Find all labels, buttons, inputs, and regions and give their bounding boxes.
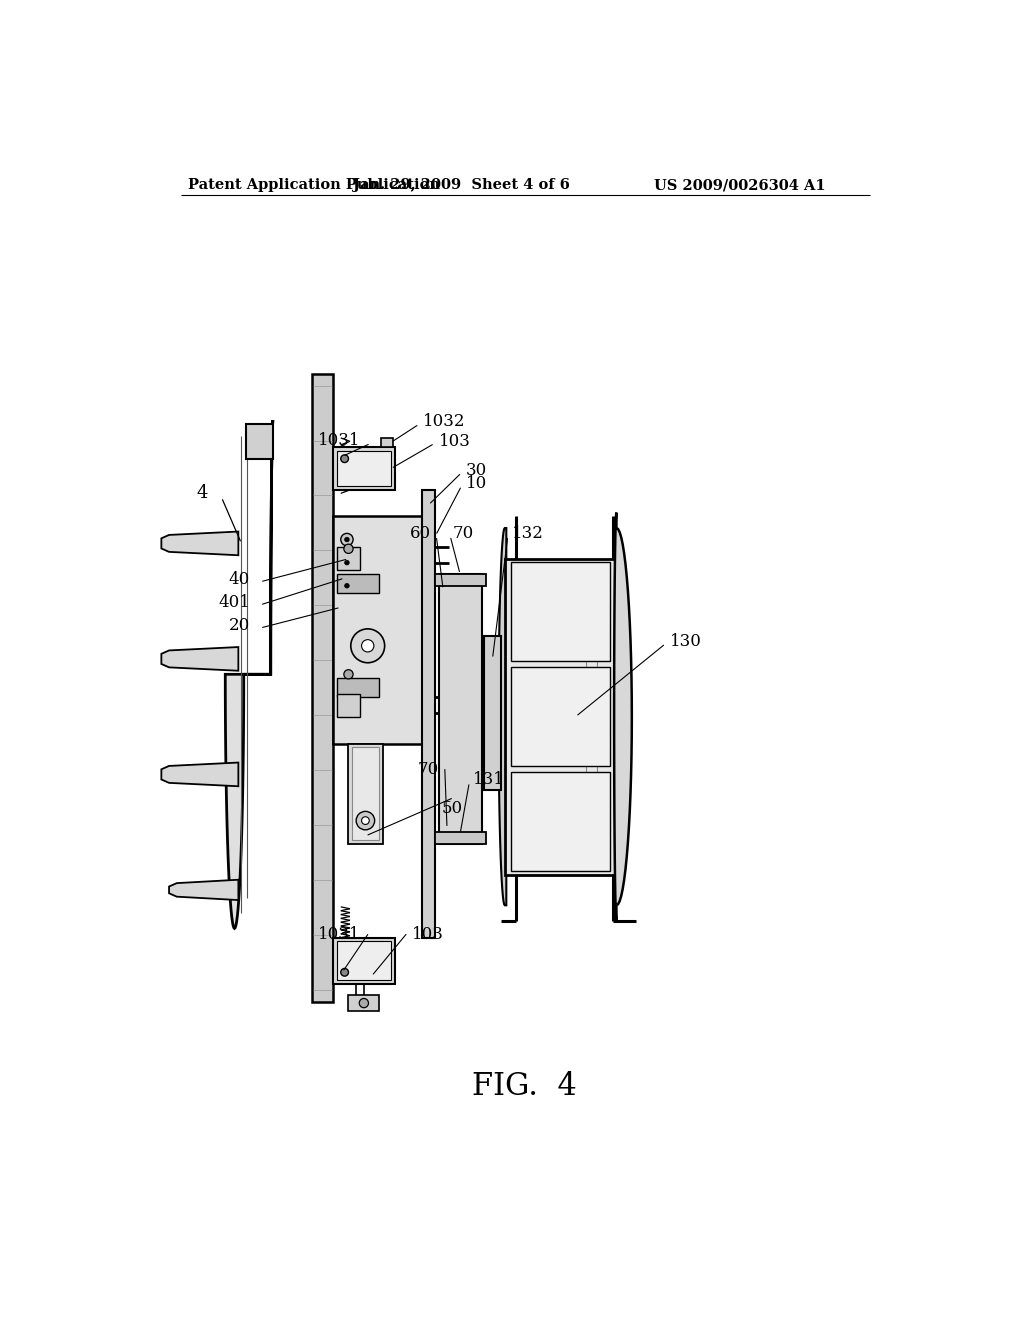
Bar xyxy=(348,995,379,1011)
Bar xyxy=(381,438,393,447)
Text: 40: 40 xyxy=(228,572,250,589)
Circle shape xyxy=(344,669,353,678)
Bar xyxy=(435,574,485,586)
Bar xyxy=(333,447,394,490)
Circle shape xyxy=(344,544,353,553)
Text: 103: 103 xyxy=(412,927,443,942)
Polygon shape xyxy=(225,420,273,928)
Circle shape xyxy=(341,557,353,569)
Bar xyxy=(337,548,360,570)
Text: 60: 60 xyxy=(410,525,431,543)
Circle shape xyxy=(361,817,370,825)
Circle shape xyxy=(341,533,353,545)
Circle shape xyxy=(361,640,374,652)
Bar xyxy=(422,490,435,937)
Bar xyxy=(511,562,610,661)
Bar xyxy=(511,667,610,766)
Text: 401: 401 xyxy=(218,594,250,611)
Circle shape xyxy=(341,579,353,591)
Polygon shape xyxy=(162,647,239,671)
Bar xyxy=(337,678,379,697)
Text: 70: 70 xyxy=(453,525,474,543)
Bar xyxy=(337,941,391,979)
Circle shape xyxy=(356,812,375,830)
Circle shape xyxy=(351,628,385,663)
Text: 1031: 1031 xyxy=(317,433,360,450)
Text: Patent Application Publication: Patent Application Publication xyxy=(188,178,440,193)
Bar xyxy=(435,832,485,843)
Bar xyxy=(511,772,610,871)
Circle shape xyxy=(345,537,349,543)
Text: 103: 103 xyxy=(438,433,470,450)
Text: 130: 130 xyxy=(670,632,701,649)
Text: 50: 50 xyxy=(442,800,463,817)
Bar xyxy=(352,747,379,840)
Text: 1032: 1032 xyxy=(423,413,466,430)
Bar xyxy=(439,574,481,843)
Text: 10: 10 xyxy=(466,475,486,492)
Bar xyxy=(348,743,383,843)
Polygon shape xyxy=(162,532,239,556)
Text: 70: 70 xyxy=(418,760,438,777)
Circle shape xyxy=(341,969,348,977)
Bar xyxy=(337,574,379,594)
Circle shape xyxy=(345,583,349,589)
Text: 20: 20 xyxy=(228,618,250,635)
Circle shape xyxy=(341,455,348,462)
Text: 132: 132 xyxy=(512,525,544,543)
Text: Jan. 29, 2009  Sheet 4 of 6: Jan. 29, 2009 Sheet 4 of 6 xyxy=(353,178,570,193)
Polygon shape xyxy=(614,512,632,921)
Text: 30: 30 xyxy=(466,462,486,479)
Text: US 2009/0026304 A1: US 2009/0026304 A1 xyxy=(654,178,825,193)
Bar xyxy=(484,636,501,789)
Bar xyxy=(246,424,273,459)
Text: 4: 4 xyxy=(197,484,208,503)
Circle shape xyxy=(345,561,349,565)
Polygon shape xyxy=(499,528,506,906)
Bar xyxy=(311,374,333,1002)
Bar xyxy=(333,516,433,743)
Text: FIG.  4: FIG. 4 xyxy=(472,1071,578,1102)
Text: 1031: 1031 xyxy=(317,927,360,942)
Polygon shape xyxy=(169,879,239,900)
Bar xyxy=(337,451,391,486)
Polygon shape xyxy=(162,763,239,787)
Bar xyxy=(337,693,360,717)
Text: 131: 131 xyxy=(473,771,505,788)
Bar xyxy=(333,937,394,983)
Bar xyxy=(505,558,616,875)
Circle shape xyxy=(359,998,369,1007)
